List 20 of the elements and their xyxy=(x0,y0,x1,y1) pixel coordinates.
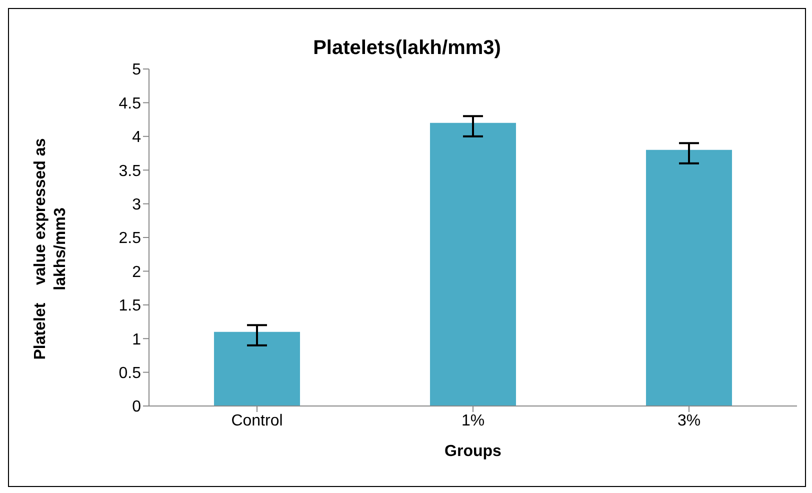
bar xyxy=(430,122,516,406)
bar xyxy=(214,332,300,406)
chart-title: Platelets(lakh/mm3) xyxy=(312,37,502,60)
y-tick-label: 4 xyxy=(132,129,142,146)
x-tick-label: Control xyxy=(231,412,283,430)
y-tick-label: 5 xyxy=(132,62,142,79)
y-tick-label: 4.5 xyxy=(118,95,142,112)
y-tick-label: 0 xyxy=(132,398,142,416)
y-tick-label: 2.5 xyxy=(118,230,142,248)
x-axis-title: Groups xyxy=(444,443,502,460)
x-tick-label: 1% xyxy=(461,412,485,430)
y-tick-label: 0.5 xyxy=(118,364,142,382)
y-tick-label: 3.5 xyxy=(118,162,142,180)
y-tick-label: 1 xyxy=(132,331,142,348)
y-tick-label: 1.5 xyxy=(118,298,142,315)
y-tick-label: 3 xyxy=(132,196,142,214)
bar xyxy=(646,150,732,406)
y-axis-title: Platelet value expressed as lakhs/mm3 xyxy=(32,138,69,360)
x-tick-label: 3% xyxy=(677,412,701,430)
y-tick-label: 2 xyxy=(132,264,142,281)
